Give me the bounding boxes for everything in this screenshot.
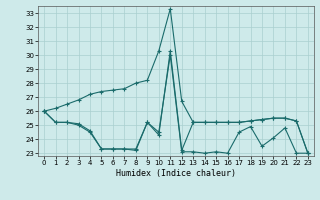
X-axis label: Humidex (Indice chaleur): Humidex (Indice chaleur) [116,169,236,178]
